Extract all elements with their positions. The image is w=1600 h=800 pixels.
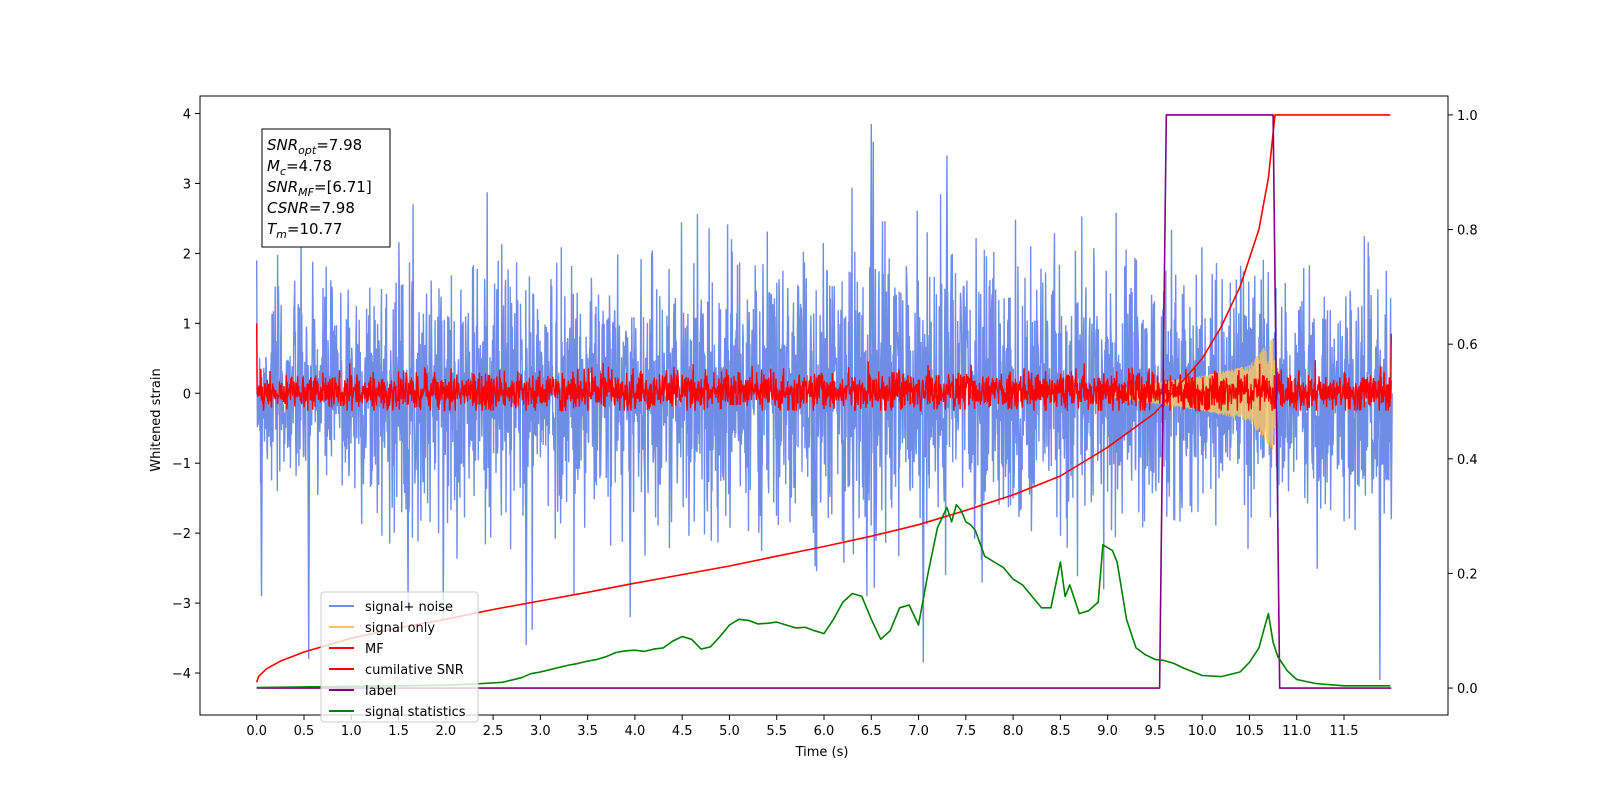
- y-tick-label: −2: [172, 527, 191, 542]
- x-tick-label: 2.5: [483, 724, 504, 739]
- y-right-tick-label: 1.0: [1457, 109, 1478, 124]
- x-tick-label: 5.0: [719, 724, 740, 739]
- x-tick-label: 10.0: [1188, 724, 1217, 739]
- x-tick-label: 1.5: [388, 724, 409, 739]
- x-tick-label: 8.0: [1003, 724, 1024, 739]
- x-tick-label: 11.5: [1330, 724, 1359, 739]
- series-signal-statistics: [256, 503, 1391, 689]
- annotation-line: SNRopt=7.98: [267, 136, 362, 157]
- x-tick-label: 9.0: [1097, 724, 1118, 739]
- legend-entry: MF: [365, 642, 384, 657]
- x-tick-label: 1.0: [341, 724, 362, 739]
- annotation-line: Mc=4.78: [267, 157, 332, 178]
- y-right-tick-label: 0.4: [1457, 453, 1478, 468]
- legend-entry: signal statistics: [365, 705, 466, 720]
- x-tick-label: 7.5: [955, 724, 976, 739]
- x-axis-label: Time (s): [795, 745, 849, 760]
- y-right-tick-label: 0.8: [1457, 224, 1478, 239]
- legend-entry: cumilative SNR: [365, 663, 464, 678]
- x-tick-label: 8.5: [1050, 724, 1071, 739]
- y-tick-label: −3: [172, 597, 191, 612]
- annotation-line: SNRMF=[6.71]: [267, 178, 372, 199]
- x-tick-label: 10.5: [1235, 724, 1264, 739]
- y-right-tick-label: 0.2: [1457, 567, 1478, 582]
- y-tick-label: 1: [183, 317, 191, 332]
- x-tick-label: 2.0: [435, 724, 456, 739]
- x-tick-label: 11.0: [1282, 724, 1311, 739]
- x-tick-label: 4.0: [625, 724, 646, 739]
- y-tick-label: −1: [172, 457, 191, 472]
- x-tick-label: 5.5: [766, 724, 787, 739]
- x-tick-label: 6.0: [814, 724, 835, 739]
- y-axis-label: Whitened strain: [149, 368, 164, 471]
- annotation-line: Tm=10.77: [267, 220, 342, 241]
- legend-frame: [320, 591, 479, 723]
- series-mf: [256, 323, 1392, 413]
- legend: signal+ noise signal only MF cumilative SNR…: [320, 591, 479, 723]
- series-layer: [255, 114, 1393, 689]
- y-tick-label: 2: [183, 247, 191, 262]
- legend-entry: signal+ noise: [365, 600, 453, 615]
- x-tick-label: 0.5: [294, 724, 315, 739]
- x-axis: 0.0 0.5 1.0 1.5 2.0 2.5 3.0 3.5 4.0 4.5 5.0 5.5 6.0 6…: [246, 715, 1358, 739]
- x-tick-label: 0.0: [246, 724, 267, 739]
- legend-entry: signal only: [365, 621, 435, 636]
- y-right-tick-label: 0.6: [1457, 338, 1478, 353]
- x-tick-label: 6.5: [861, 724, 882, 739]
- series-signal-noise: [256, 123, 1393, 681]
- x-tick-label: 3.0: [530, 724, 551, 739]
- x-tick-label: 3.5: [577, 724, 598, 739]
- legend-entry: label: [365, 684, 396, 699]
- annotation-frame: [261, 128, 391, 248]
- y-tick-label: 0: [183, 387, 191, 402]
- y-axis-right: 1.0 0.8 0.6 0.4 0.2 0.0: [1448, 109, 1478, 697]
- y-tick-label: 4: [183, 107, 191, 122]
- x-tick-label: 4.5: [672, 724, 693, 739]
- x-tick-label: 7.0: [908, 724, 929, 739]
- annotation-line: CSNR=7.98: [267, 199, 355, 217]
- y-tick-label: −4: [172, 667, 191, 682]
- y-right-tick-label: 0.0: [1457, 682, 1478, 697]
- x-tick-label: 9.5: [1145, 724, 1166, 739]
- series-label: [256, 114, 1392, 689]
- y-tick-label: 3: [183, 177, 191, 192]
- y-axis-left: 4 3 2 1 0 −1 −2 −3 −4: [172, 107, 200, 682]
